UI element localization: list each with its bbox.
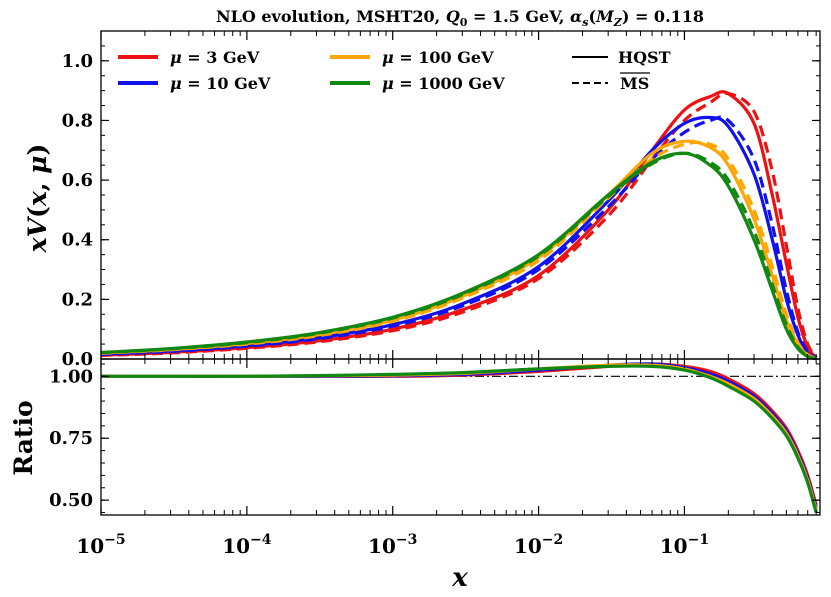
x-tick-exponent: −3 [396, 532, 417, 548]
x-tick-label: 10−4 [222, 532, 272, 558]
top-panel-curves [100, 90, 818, 361]
legend-mu-1000-value: = 1000 GeV [394, 74, 505, 93]
legend-label-mu-3: μ = 3 GeV [170, 48, 260, 67]
title-alpha-subscript: s [582, 16, 588, 29]
x-tick-label: 10−2 [514, 532, 563, 558]
series-line-msbar-mu-100 [100, 140, 817, 360]
series-line-ratio-mu-1000 [100, 364, 818, 513]
legend-label-mu-10: μ = 10 GeV [170, 74, 271, 93]
bottom-panel-y-tick-labels: 0.50 0.75 1.00 [49, 366, 93, 511]
title-alpha-symbol: α [570, 7, 582, 26]
x-tick-label: 10−1 [660, 532, 709, 558]
title-alpha-value: ) = 0.118 [622, 7, 704, 26]
title-mz-symbol: M [595, 7, 615, 26]
bottom-panel: 0.500.751.00 10−5 10−4 10−3 10−2 10−1 [49, 358, 821, 558]
legend-mu-10-symbol: μ [170, 74, 182, 93]
x-tick-exponent: −1 [688, 532, 709, 548]
top-y-tick-label: 0.2 [62, 289, 93, 310]
title-q0-value: = 1.5 GeV, [467, 7, 570, 26]
legend-mu-100-symbol: μ [382, 48, 394, 67]
title-q0-symbol: Q [446, 7, 460, 26]
top-y-tick-label: 0.4 [62, 230, 93, 251]
bottom-y-tick-label: 0.75 [49, 428, 93, 449]
x-tick-labels: 10−5 10−4 10−3 10−2 10−1 [76, 532, 709, 558]
title-alpha-paren: ( [588, 7, 596, 26]
legend-label-msbar: MS [620, 74, 649, 93]
top-y-tick-label: 0.8 [62, 110, 93, 131]
x-tick-base: 10 [368, 534, 396, 558]
legend-mu-1000-symbol: μ [382, 74, 394, 93]
x-tick-base: 10 [660, 534, 688, 558]
bottom-panel-curves [100, 362, 818, 513]
x-tick-base: 10 [76, 534, 104, 558]
top-y-axis-label: xV(x, μ) [23, 144, 52, 254]
title-mz-subscript: Z [613, 16, 623, 29]
x-tick-base: 10 [222, 534, 250, 558]
x-tick-exponent: −4 [250, 532, 272, 548]
legend: μ = 3 GeV μ = 10 GeV μ = 100 GeV μ = 100… [118, 48, 671, 93]
bottom-y-axis-label: Ratio [9, 400, 38, 475]
bottom-y-tick-label: 1.00 [49, 366, 93, 387]
chart-title: NLO evolution, MSHT20, Q0 = 1.5 GeV, αs(… [216, 7, 704, 29]
x-tick-exponent: −5 [104, 532, 125, 548]
x-tick-label: 10−5 [76, 532, 125, 558]
legend-label-hqst: HQST [618, 48, 671, 67]
x-tick-exponent: −2 [542, 532, 563, 548]
bottom-panel-frame [100, 358, 821, 516]
x-tick-label: 10−3 [368, 532, 417, 558]
ylabel-comma: , [23, 174, 52, 191]
top-y-tick-label: 0.0 [62, 349, 93, 370]
title-q0-subscript: 0 [460, 16, 468, 29]
x-tick-base: 10 [514, 534, 542, 558]
top-panel-y-tick-labels: 0.0 0.2 0.4 0.6 0.8 1.0 [62, 51, 93, 370]
legend-label-mu-100: μ = 100 GeV [382, 48, 494, 67]
title-prefix: NLO evolution, MSHT20, [216, 7, 446, 26]
top-y-tick-label: 0.6 [62, 170, 93, 191]
series-line-hqst-mu-100 [100, 139, 817, 360]
ylabel-open-paren: ( [23, 206, 52, 218]
legend-mu-3-symbol: μ [170, 48, 182, 67]
top-y-tick-label: 1.0 [62, 51, 93, 72]
ylabel-close-paren: ) [23, 144, 52, 156]
x-axis-label: x [451, 563, 468, 593]
legend-mu-100-value: = 100 GeV [394, 48, 494, 67]
ylabel-xv: xV [23, 215, 52, 253]
top-panel-ticks [100, 30, 820, 360]
legend-label-mu-1000: μ = 1000 GeV [382, 74, 505, 93]
series-line-hqst-mu-10 [100, 115, 817, 360]
bottom-y-tick-label: 0.50 [49, 490, 93, 511]
legend-mu-10-value: = 10 GeV [182, 74, 271, 93]
ylabel-x: x [23, 190, 52, 207]
series-line-msbar-mu-1000 [100, 151, 817, 361]
ylabel-mu: μ [23, 156, 52, 174]
legend-mu-3-value: = 3 GeV [182, 48, 260, 67]
